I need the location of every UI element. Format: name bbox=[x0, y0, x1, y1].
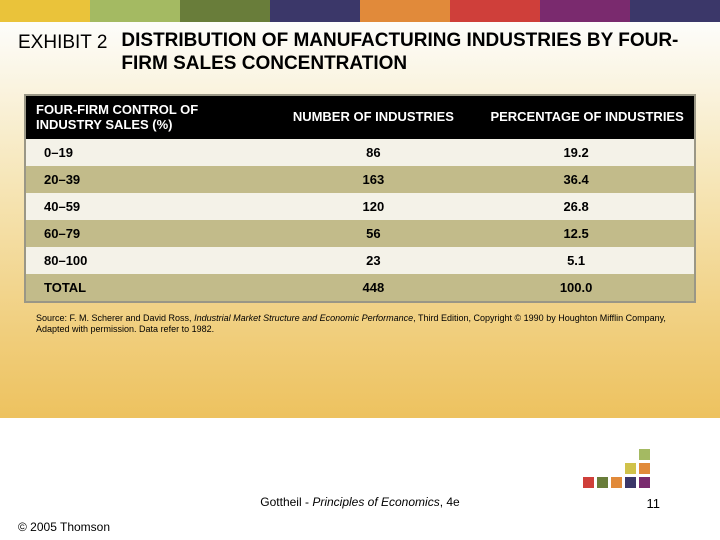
dot-square-icon bbox=[639, 449, 650, 460]
table-row: 80–100235.1 bbox=[26, 247, 694, 274]
exhibit-label: EXHIBIT 2 bbox=[18, 30, 107, 54]
topbar-block bbox=[0, 0, 90, 22]
topbar-block bbox=[360, 0, 450, 22]
dot-square-icon bbox=[625, 463, 636, 474]
table-cell: 163 bbox=[266, 166, 480, 193]
dot-square-icon bbox=[611, 477, 622, 488]
topbar-block bbox=[180, 0, 270, 22]
topbar-block bbox=[270, 0, 360, 22]
decorative-topbar bbox=[0, 0, 720, 22]
table-cell: 80–100 bbox=[26, 247, 266, 274]
table-row: 0–198619.2 bbox=[26, 139, 694, 166]
table-row: 60–795612.5 bbox=[26, 220, 694, 247]
table-cell: 5.1 bbox=[480, 247, 694, 274]
col-header: PERCENTAGE OF INDUSTRIES bbox=[480, 96, 694, 139]
source-book-title: Industrial Market Structure and Economic… bbox=[194, 313, 413, 323]
topbar-block bbox=[450, 0, 540, 22]
table-cell: 60–79 bbox=[26, 220, 266, 247]
book-suffix: , 4e bbox=[440, 495, 460, 509]
decorative-dots bbox=[583, 449, 650, 488]
dots-row bbox=[639, 449, 650, 460]
dot-square-icon bbox=[639, 477, 650, 488]
table-row: TOTAL448100.0 bbox=[26, 274, 694, 301]
topbar-block bbox=[630, 0, 720, 22]
table-header-row: FOUR-FIRM CONTROL OF INDUSTRY SALES (%) … bbox=[26, 96, 694, 139]
book-prefix: Gottheil - bbox=[260, 495, 312, 509]
topbar-block bbox=[540, 0, 630, 22]
dots-row bbox=[583, 477, 650, 488]
table-cell: 19.2 bbox=[480, 139, 694, 166]
source-prefix: Source: F. M. Scherer and David Ross, bbox=[36, 313, 194, 323]
page-number: 11 bbox=[647, 496, 661, 511]
copyright-text: © 2005 Thomson bbox=[18, 520, 110, 534]
table-cell: 26.8 bbox=[480, 193, 694, 220]
dot-square-icon bbox=[583, 477, 594, 488]
dot-square-icon bbox=[625, 477, 636, 488]
table-row: 40–5912026.8 bbox=[26, 193, 694, 220]
table-cell: TOTAL bbox=[26, 274, 266, 301]
table-cell: 86 bbox=[266, 139, 480, 166]
table-cell: 23 bbox=[266, 247, 480, 274]
exhibit-title: DISTRIBUTION OF MANUFACTURING INDUSTRIES… bbox=[121, 30, 702, 76]
title-row: EXHIBIT 2 DISTRIBUTION OF MANUFACTURING … bbox=[18, 30, 702, 76]
book-title: Principles of Economics bbox=[312, 495, 439, 509]
table-cell: 100.0 bbox=[480, 274, 694, 301]
dot-square-icon bbox=[639, 463, 650, 474]
slide-content: EXHIBIT 2 DISTRIBUTION OF MANUFACTURING … bbox=[0, 22, 720, 418]
table-cell: 20–39 bbox=[26, 166, 266, 193]
data-table-wrapper: FOUR-FIRM CONTROL OF INDUSTRY SALES (%) … bbox=[24, 94, 696, 303]
table-cell: 56 bbox=[266, 220, 480, 247]
dots-row bbox=[625, 463, 650, 474]
source-citation: Source: F. M. Scherer and David Ross, In… bbox=[18, 303, 702, 336]
data-table: FOUR-FIRM CONTROL OF INDUSTRY SALES (%) … bbox=[26, 96, 694, 301]
table-cell: 40–59 bbox=[26, 193, 266, 220]
footer: Gottheil - Principles of Economics, 4e 1… bbox=[0, 418, 720, 540]
table-cell: 120 bbox=[266, 193, 480, 220]
table-cell: 448 bbox=[266, 274, 480, 301]
table-cell: 12.5 bbox=[480, 220, 694, 247]
table-row: 20–3916336.4 bbox=[26, 166, 694, 193]
dot-square-icon bbox=[597, 477, 608, 488]
textbook-reference: Gottheil - Principles of Economics, 4e bbox=[0, 495, 720, 509]
topbar-block bbox=[90, 0, 180, 22]
col-header: FOUR-FIRM CONTROL OF INDUSTRY SALES (%) bbox=[26, 96, 266, 139]
table-cell: 36.4 bbox=[480, 166, 694, 193]
col-header: NUMBER OF INDUSTRIES bbox=[266, 96, 480, 139]
table-cell: 0–19 bbox=[26, 139, 266, 166]
